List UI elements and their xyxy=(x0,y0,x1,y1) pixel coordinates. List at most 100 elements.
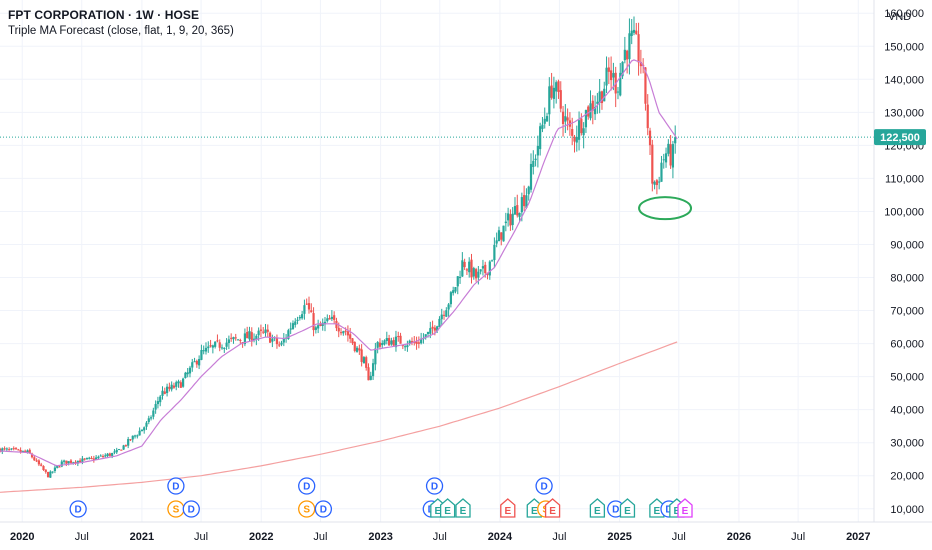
candle-body xyxy=(33,457,36,461)
candle-body xyxy=(593,106,597,115)
candle-body xyxy=(127,439,130,446)
candle-body xyxy=(243,333,247,345)
dividend-marker[interactable]: D xyxy=(167,477,185,495)
x-tick-label: 2024 xyxy=(488,531,513,543)
candle-body xyxy=(165,386,169,394)
candle-body xyxy=(335,320,338,329)
earnings-marker[interactable]: E xyxy=(500,498,516,518)
candle-body xyxy=(223,347,226,349)
indicator-legend[interactable]: Triple MA Forecast (close, flat, 1, 9, 2… xyxy=(8,25,234,37)
annotation-ellipse[interactable] xyxy=(638,196,693,221)
candle-body xyxy=(355,347,359,352)
candle-body xyxy=(262,331,265,333)
dividend-marker[interactable]: D xyxy=(69,500,87,518)
y-tick-label: 40,000 xyxy=(890,405,924,417)
candle-body xyxy=(207,346,210,349)
svg-text:E: E xyxy=(504,506,511,517)
candle-body xyxy=(104,455,107,457)
candle-body xyxy=(56,465,59,468)
svg-text:D: D xyxy=(540,482,547,493)
candle-body xyxy=(566,117,569,121)
x-tick-label: 2020 xyxy=(10,531,34,543)
candle-body xyxy=(449,292,452,305)
candle-body xyxy=(58,466,61,468)
candle-body xyxy=(234,337,237,339)
y-tick-label: 110,000 xyxy=(885,173,924,185)
dividend-marker[interactable]: D xyxy=(182,500,200,518)
candle-body xyxy=(577,120,581,140)
dividend-marker[interactable]: D xyxy=(314,500,333,518)
candle-body xyxy=(630,30,633,37)
candle-body xyxy=(143,427,146,431)
candle-body xyxy=(623,49,626,61)
candle-body xyxy=(62,460,66,462)
earnings-marker[interactable]: E xyxy=(677,498,693,518)
y-tick-label: 90,000 xyxy=(890,239,924,251)
candle-body xyxy=(152,410,155,417)
candle-body xyxy=(488,261,491,276)
candle-body xyxy=(307,303,311,310)
annotation-circle[interactable] xyxy=(638,196,693,221)
x-tick-label: Jul xyxy=(194,531,208,543)
candle-body xyxy=(28,449,31,454)
candle-body xyxy=(637,34,640,63)
time-axis[interactable]: 2020 Jul 2021 Jul 2022 Jul 2023 Jul 2024 Jul 2025 J… xyxy=(0,521,932,543)
grid-lines xyxy=(0,0,874,522)
candle-body xyxy=(232,337,235,340)
svg-text:D: D xyxy=(612,505,619,516)
candle-body xyxy=(516,205,519,216)
candle-body xyxy=(555,82,558,92)
earnings-marker[interactable]: E xyxy=(455,498,471,518)
event-markers[interactable]: DDSDDSDDDEEEEDESEEDEEDEE xyxy=(69,477,693,518)
candle-body xyxy=(26,450,29,453)
candle-body xyxy=(246,331,249,339)
candle-body xyxy=(598,91,601,103)
candle-body xyxy=(603,88,606,102)
symbol-title[interactable]: FPT CORPORATION · 1W · HOSE xyxy=(8,8,200,22)
candle-body xyxy=(431,326,434,329)
candle-body xyxy=(35,460,38,462)
price-axis[interactable]: VND 10,000 20,000 30,000 40,000 50,000 60,000… xyxy=(873,0,932,522)
candle-body xyxy=(131,435,134,440)
candlestick-series xyxy=(0,16,677,478)
candle-body xyxy=(472,268,475,277)
y-tick-label: 130,000 xyxy=(884,107,924,119)
svg-text:D: D xyxy=(188,505,195,516)
candle-body xyxy=(120,449,123,451)
candle-body xyxy=(358,348,361,351)
candle-body xyxy=(113,451,116,453)
candle-body xyxy=(159,396,162,403)
candle-body xyxy=(621,61,624,77)
y-tick-label: 150,000 xyxy=(884,41,924,53)
candle-body xyxy=(628,33,631,60)
candle-body xyxy=(458,276,462,279)
earnings-marker[interactable]: E xyxy=(439,498,456,518)
candle-body xyxy=(129,439,132,441)
candle-body xyxy=(490,260,494,262)
candle-body xyxy=(266,329,269,332)
candle-body xyxy=(662,159,665,161)
x-tick-label: 2021 xyxy=(130,531,154,543)
candle-body xyxy=(168,386,171,389)
candle-body xyxy=(658,181,661,183)
earnings-marker[interactable]: E xyxy=(619,498,636,518)
candle-body xyxy=(53,467,57,472)
candle-body xyxy=(552,87,555,99)
earnings-marker[interactable]: E xyxy=(544,498,561,518)
dividend-marker[interactable]: D xyxy=(425,477,444,495)
candle-body xyxy=(344,330,347,332)
split-marker[interactable]: S xyxy=(167,500,185,518)
candle-body xyxy=(456,276,459,287)
candle-body xyxy=(582,128,585,136)
currency-label[interactable]: VND xyxy=(888,11,911,23)
dividend-marker[interactable]: D xyxy=(535,477,553,495)
split-marker[interactable]: S xyxy=(298,500,316,518)
dividend-marker[interactable]: D xyxy=(298,477,316,495)
candle-body xyxy=(440,314,443,320)
candle-body xyxy=(575,136,578,143)
earnings-marker[interactable]: E xyxy=(589,498,606,518)
candle-body xyxy=(468,261,471,273)
ma-long-series xyxy=(0,341,678,493)
candle-body xyxy=(415,341,418,344)
